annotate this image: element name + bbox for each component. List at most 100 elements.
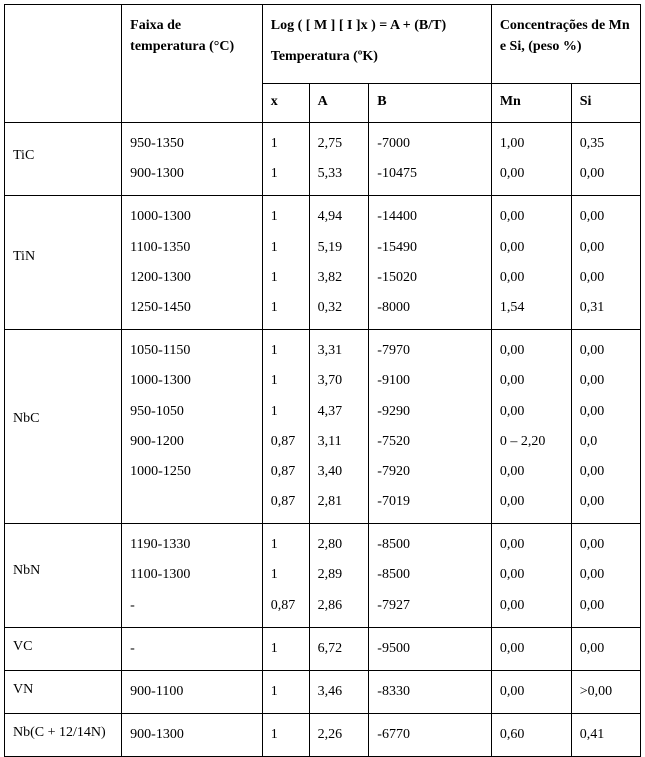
Si-cell-val-2: 0,00 [580,269,634,287]
header-B: B [369,84,492,123]
Mn-cell-val-2: 0,00 [500,597,565,615]
compound-cell: Nb(C + 12/14N) [5,714,122,757]
B-cell-val-1: -9100 [377,372,485,390]
x-cell-val-0: 1 [271,208,303,226]
temp-cell: 950-1350900-1300 [122,123,263,196]
temp-cell-val-0: 900-1100 [130,683,256,701]
x-cell-val-0: 1 [271,135,303,153]
A-cell-val-0: 3,31 [318,342,363,360]
temp-cell-val-5 [130,493,256,511]
compound-cell: VN [5,671,122,714]
B-cell-val-4: -7920 [377,463,485,481]
Si-cell-val-2: 0,00 [580,403,634,421]
Si-cell: 0,41 [571,714,640,757]
header-Mn: Mn [491,84,571,123]
compound-cell: NbC [5,330,122,524]
Mn-cell-val-2: 0,00 [500,403,565,421]
Si-cell-val-5: 0,00 [580,493,634,511]
A-cell-val-3: 0,32 [318,299,363,317]
A-cell-val-4: 3,40 [318,463,363,481]
header-temp: Faixa de temperatura (°C) [122,5,263,123]
x-cell-val-1: 1 [271,566,303,584]
A-cell: 2,26 [309,714,369,757]
A-cell: 3,46 [309,671,369,714]
header-row-1: Faixa de temperatura (°C) Log ( [ M ] [ … [5,5,641,84]
temp-cell-val-1: 900-1300 [130,165,256,183]
table-row: TiN1000-13001100-13501200-13001250-14501… [5,196,641,330]
header-equation: Log ( [ M ] [ I ]x ) = A + (B/T) Tempera… [262,5,491,84]
temp-cell: 1190-13301100-1300- [122,524,263,628]
Si-cell-val-0: >0,00 [580,683,634,701]
Si-cell: 0,350,00 [571,123,640,196]
Si-cell-val-1: 0,00 [580,566,634,584]
x-cell-val-1: 1 [271,239,303,257]
temp-cell-val-2: 1200-1300 [130,269,256,287]
x-cell-val-5: 0,87 [271,493,303,511]
temp-cell-val-2: 950-1050 [130,403,256,421]
x-cell-val-3: 0,87 [271,433,303,451]
B-cell-val-3: -8000 [377,299,485,317]
temp-cell-val-1: 1100-1350 [130,239,256,257]
B-cell-val-1: -15490 [377,239,485,257]
x-cell: 1 [262,627,309,670]
A-cell-val-0: 2,75 [318,135,363,153]
x-cell-val-4: 0,87 [271,463,303,481]
Si-cell-val-0: 0,00 [580,208,634,226]
A-cell-val-0: 4,94 [318,208,363,226]
Si-cell: >0,00 [571,671,640,714]
A-cell-val-0: 3,46 [318,683,363,701]
Mn-cell: 1,000,00 [491,123,571,196]
A-cell-val-1: 2,89 [318,566,363,584]
temp-cell-val-2: - [130,597,256,615]
header-equation-sub: Temperatura (ºK) [271,46,485,67]
Mn-cell: 0,000,000,000 – 2,200,000,00 [491,330,571,524]
Mn-cell-val-0: 0,00 [500,536,565,554]
A-cell-val-1: 5,19 [318,239,363,257]
x-cell-val-2: 1 [271,269,303,287]
Mn-cell-val-0: 0,00 [500,342,565,360]
Mn-cell-val-0: 0,00 [500,683,565,701]
header-conc-text: Concentrações de Mn e Si, (peso %) [500,15,634,57]
Mn-cell: 0,00 [491,671,571,714]
table-row: TiC950-1350900-1300112,755,33-7000-10475… [5,123,641,196]
x-cell-val-3: 1 [271,299,303,317]
A-cell-val-1: 5,33 [318,165,363,183]
header-Si: Si [571,84,640,123]
Mn-cell-val-0: 0,00 [500,640,565,658]
x-cell: 1 1 1 1 [262,196,309,330]
table-container: Faixa de temperatura (°C) Log ( [ M ] [ … [0,0,645,753]
Si-cell: 0,00 [571,627,640,670]
x-cell: 1110,870,870,87 [262,330,309,524]
B-cell-val-2: -7927 [377,597,485,615]
B-cell: -7970-9100-9290-7520-7920-7019 [369,330,492,524]
x-cell-val-0: 1 [271,640,303,658]
Mn-cell-val-4: 0,00 [500,463,565,481]
Mn-cell: 0,000,000,00 [491,524,571,628]
table-body: TiC950-1350900-1300112,755,33-7000-10475… [5,123,641,757]
Mn-cell-val-0: 0,60 [500,726,565,744]
Mn-cell-val-3: 0 – 2,20 [500,433,565,451]
Si-cell: 0,000,000,000,00,000,00 [571,330,640,524]
A-cell-val-1: 3,70 [318,372,363,390]
B-cell-val-0: -7970 [377,342,485,360]
header-equation-title: Log ( [ M ] [ I ]x ) = A + (B/T) [271,15,485,36]
compound-name: VC [13,638,115,656]
header-temp-text: Faixa de temperatura (°C) [130,15,256,57]
temp-cell-val-3: 900-1200 [130,433,256,451]
temp-cell: 1050-11501000-1300950-1050900-12001000-1… [122,330,263,524]
compound-name: Nb(C + 12/14N) [13,724,115,742]
A-cell-val-5: 2,81 [318,493,363,511]
compound-cell: TiC [5,123,122,196]
A-cell-val-3: 3,11 [318,433,363,451]
Si-cell-val-0: 0,00 [580,536,634,554]
A-cell: 6,72 [309,627,369,670]
x-cell: 110,87 [262,524,309,628]
B-cell-val-0: -7000 [377,135,485,153]
B-cell-val-2: -15020 [377,269,485,287]
solubility-table: Faixa de temperatura (°C) Log ( [ M ] [ … [4,4,641,757]
Si-cell-val-0: 0,00 [580,342,634,360]
Si-cell-val-1: 0,00 [580,239,634,257]
temp-cell: 900-1300 [122,714,263,757]
Si-cell-val-1: 0,00 [580,372,634,390]
B-cell-val-0: -8330 [377,683,485,701]
